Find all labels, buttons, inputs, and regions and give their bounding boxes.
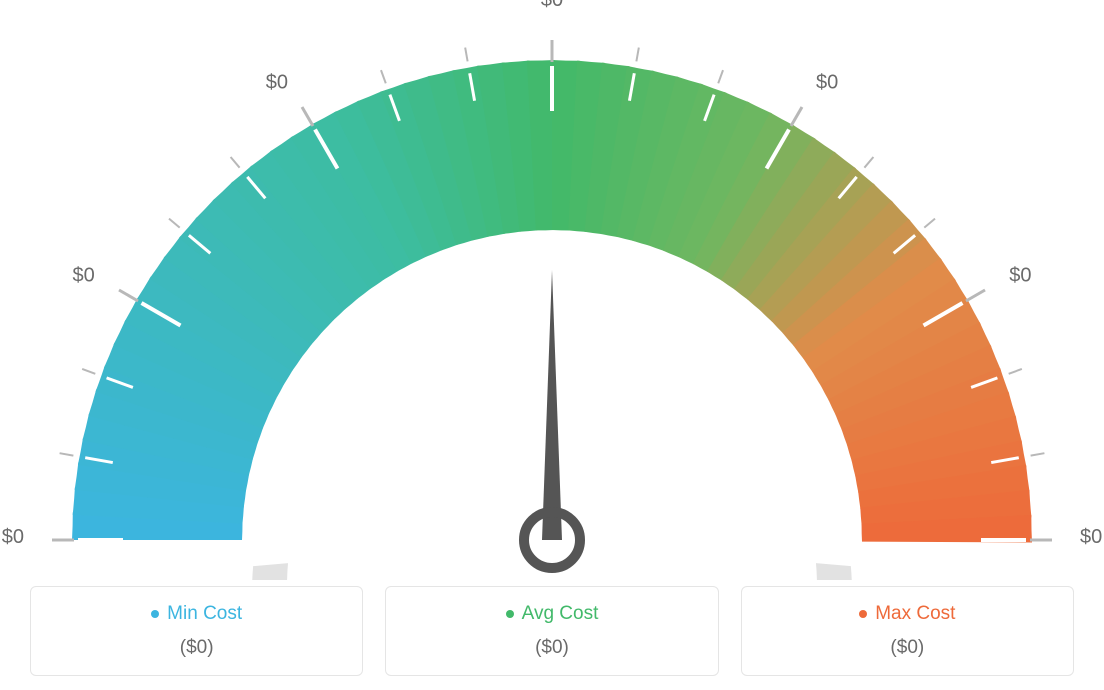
legend-title-max: Max Cost — [859, 603, 955, 625]
gauge-tick-label: $0 — [1009, 265, 1031, 288]
legend-title-min: Min Cost — [151, 603, 242, 625]
legend-label: Min Cost — [167, 603, 242, 625]
legend-title-avg: Avg Cost — [506, 603, 599, 625]
legend-value-min: ($0) — [41, 637, 352, 659]
gauge-tick-label: $0 — [816, 71, 838, 94]
legend-value-avg: ($0) — [396, 637, 707, 659]
legend-card-max: Max Cost ($0) — [741, 586, 1074, 676]
gauge-tick-label: $0 — [72, 265, 94, 288]
legend-value-max: ($0) — [752, 637, 1063, 659]
gauge-svg — [0, 0, 1104, 580]
gauge-tick-label: $0 — [266, 71, 288, 94]
legend-dot-max — [859, 610, 867, 618]
gauge-tick-label: $0 — [541, 0, 563, 12]
gauge-tick-label: $0 — [1080, 526, 1102, 549]
legend-row: Min Cost ($0) Avg Cost ($0) Max Cost ($0… — [30, 586, 1074, 676]
gauge-tick-label: $0 — [2, 526, 24, 549]
legend-card-min: Min Cost ($0) — [30, 586, 363, 676]
legend-dot-avg — [506, 610, 514, 618]
legend-label: Max Cost — [875, 603, 955, 625]
gauge-chart: $0 $0 $0 $0 $0 $0 $0 — [0, 0, 1104, 560]
legend-dot-min — [151, 610, 159, 618]
legend-label: Avg Cost — [522, 603, 599, 625]
legend-card-avg: Avg Cost ($0) — [385, 586, 718, 676]
